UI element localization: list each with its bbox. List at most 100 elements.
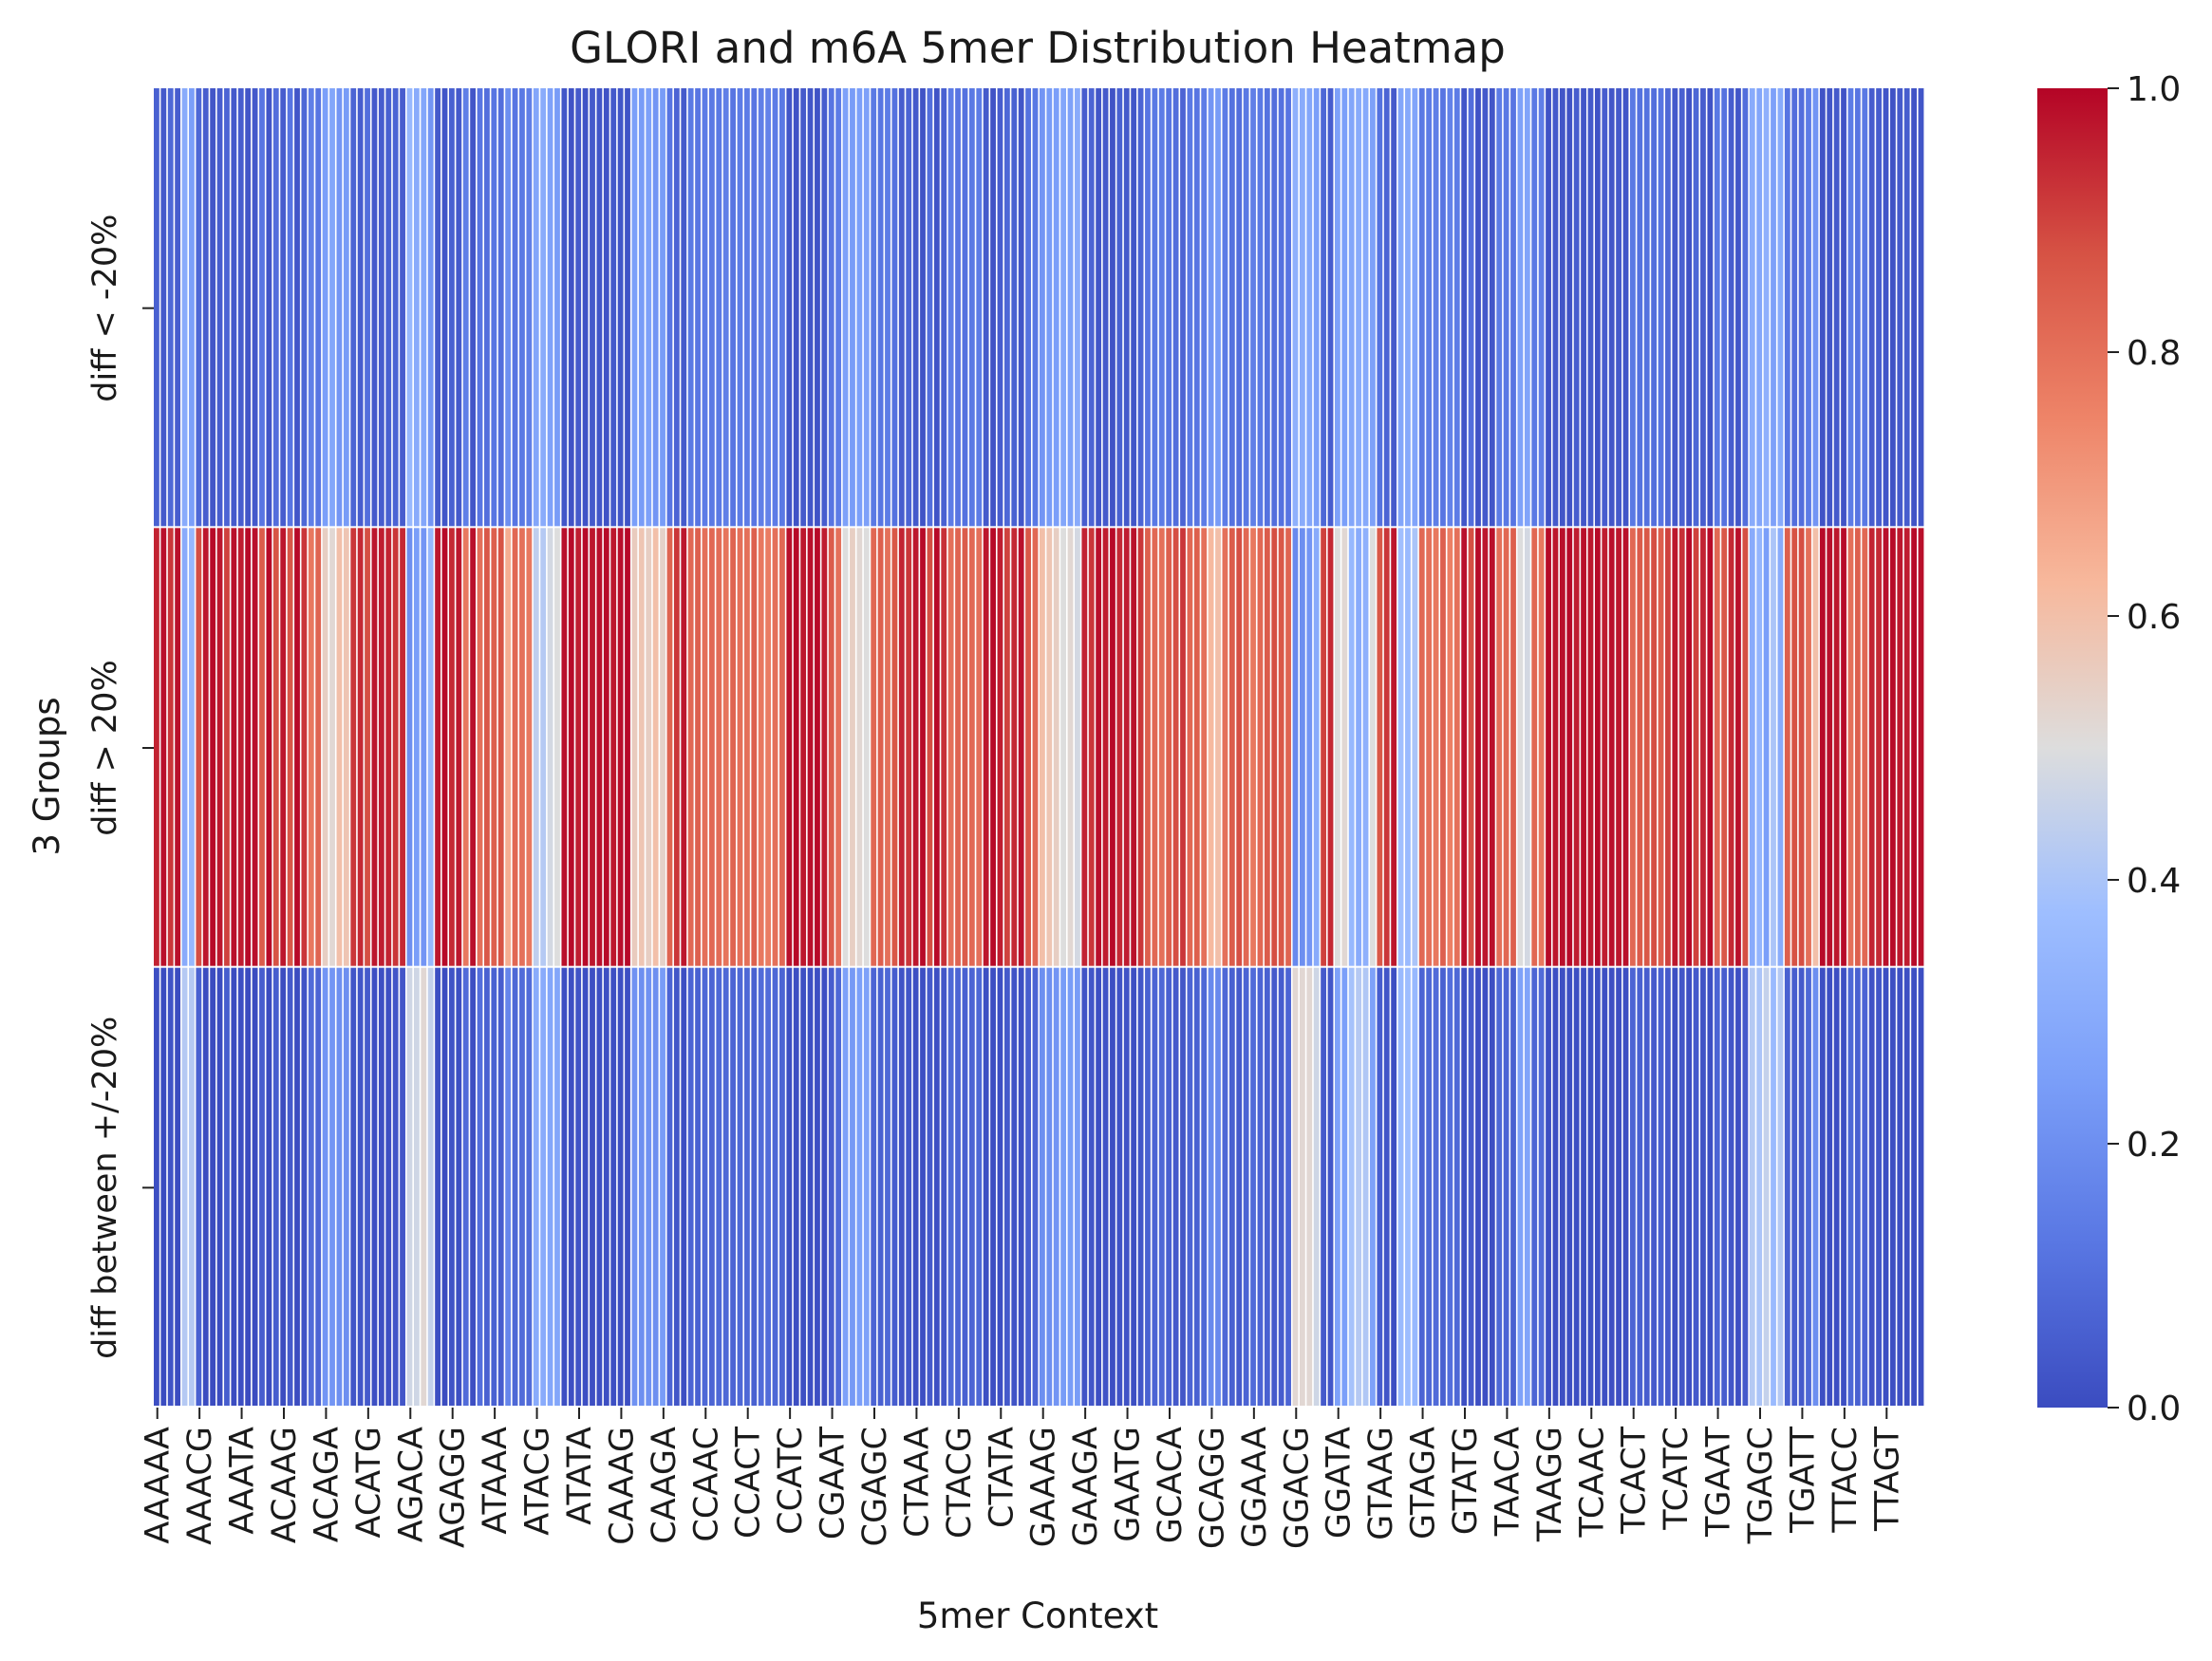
heatmap-cell	[1763, 88, 1770, 527]
heatmap-cell	[708, 967, 715, 1406]
heatmap-cell	[435, 88, 441, 527]
heatmap-cell	[343, 88, 349, 527]
heatmap-cell	[1145, 967, 1151, 1406]
heatmap-cell	[1658, 88, 1664, 527]
heatmap-cell	[554, 528, 560, 966]
heatmap-cell	[1321, 967, 1326, 1406]
heatmap-cell	[1510, 88, 1516, 527]
heatmap-cell	[533, 88, 539, 527]
heatmap-cell	[1637, 88, 1643, 527]
heatmap-cell	[1784, 528, 1790, 966]
heatmap-cell	[863, 967, 870, 1406]
heatmap-cell	[1116, 528, 1123, 966]
heatmap-cell	[1714, 967, 1720, 1406]
heatmap-cell	[350, 88, 357, 527]
heatmap-cell	[1003, 88, 1010, 527]
heatmap-cell	[779, 528, 785, 966]
heatmap-cell	[561, 88, 568, 527]
x-tick-label: CTATA	[983, 1427, 1021, 1528]
heatmap-cell	[617, 88, 624, 527]
heatmap-cell	[385, 967, 392, 1406]
heatmap-cell	[1383, 967, 1390, 1406]
heatmap-cell	[983, 967, 989, 1406]
heatmap-cell	[751, 88, 758, 527]
heatmap-cell	[561, 967, 568, 1406]
heatmap-cell	[1475, 528, 1481, 966]
heatmap-cell	[1700, 528, 1706, 966]
heatmap-cell	[210, 967, 216, 1406]
heatmap-cell	[1911, 967, 1917, 1406]
heatmap-cell	[1707, 967, 1714, 1406]
heatmap-cell	[1356, 88, 1362, 527]
heatmap-cell	[1897, 528, 1903, 966]
heatmap-cell	[976, 967, 983, 1406]
heatmap-cell	[1201, 88, 1208, 527]
heatmap-cell	[695, 967, 701, 1406]
heatmap-cell	[406, 88, 413, 527]
heatmap-cell	[266, 528, 272, 966]
heatmap-cell	[1003, 967, 1010, 1406]
heatmap-cell	[441, 967, 448, 1406]
heatmap-cell	[1025, 967, 1031, 1406]
heatmap-cell	[189, 528, 195, 966]
heatmap-cell	[1798, 88, 1805, 527]
heatmap-cell	[1067, 967, 1074, 1406]
heatmap-cell	[216, 88, 223, 527]
heatmap-cell	[1327, 967, 1334, 1406]
heatmap-cell	[842, 967, 849, 1406]
heatmap-cell	[1306, 88, 1313, 527]
heatmap-cell	[1187, 88, 1193, 527]
heatmap-cell	[1707, 528, 1714, 966]
heatmap-cell	[1152, 88, 1158, 527]
heatmap-cell	[1116, 967, 1123, 1406]
heatmap-cell	[625, 528, 630, 966]
heatmap-cell	[505, 528, 512, 966]
heatmap-cell	[786, 528, 793, 966]
heatmap-cell	[322, 967, 328, 1406]
heatmap-cell	[427, 88, 434, 527]
colorbar-tick-label: 0.8	[2127, 334, 2181, 373]
heatmap-cell	[1046, 528, 1053, 966]
x-tick-label: CCAAC	[687, 1427, 725, 1542]
heatmap-cell	[1088, 88, 1095, 527]
heatmap-cell	[1426, 88, 1433, 527]
heatmap-cell	[1862, 88, 1868, 527]
heatmap-cell	[638, 528, 645, 966]
x-tick-label: TAACA	[1489, 1427, 1527, 1537]
x-tick-label: AGACA	[392, 1427, 430, 1542]
x-tick-label: CAAGA	[646, 1427, 684, 1544]
heatmap-cell	[1806, 967, 1811, 1406]
heatmap-cell	[272, 967, 279, 1406]
heatmap-cell	[160, 88, 167, 527]
heatmap-cell	[1243, 967, 1249, 1406]
heatmap-cell	[497, 967, 504, 1406]
heatmap-cell	[730, 528, 736, 966]
heatmap-cell	[561, 528, 568, 966]
heatmap-cell	[1854, 528, 1861, 966]
heatmap-cell	[1292, 88, 1299, 527]
heatmap-cell	[1370, 88, 1376, 527]
heatmap-cell	[631, 528, 638, 966]
heatmap-cell	[877, 528, 884, 966]
heatmap-cell	[1201, 967, 1208, 1406]
heatmap-cell	[1405, 528, 1411, 966]
heatmap-cell	[983, 528, 989, 966]
heatmap-cell	[1693, 88, 1699, 527]
heatmap-cell	[1236, 88, 1243, 527]
heatmap-cell	[336, 88, 343, 527]
heatmap-cell	[231, 967, 237, 1406]
heatmap-cell	[1208, 88, 1214, 527]
heatmap-cell	[216, 528, 223, 966]
heatmap-cell	[610, 528, 617, 966]
heatmap-cell	[357, 88, 364, 527]
heatmap-cell	[1362, 528, 1369, 966]
heatmap-cell	[702, 88, 708, 527]
heatmap-cell	[308, 967, 314, 1406]
y-axis-label: 3 Groups	[27, 697, 67, 855]
heatmap-cell	[1587, 88, 1594, 527]
heatmap-cell	[1630, 967, 1636, 1406]
heatmap-cell	[237, 528, 244, 966]
heatmap-cell	[1903, 528, 1910, 966]
heatmap-cell	[687, 88, 694, 527]
heatmap-cell	[1180, 528, 1186, 966]
